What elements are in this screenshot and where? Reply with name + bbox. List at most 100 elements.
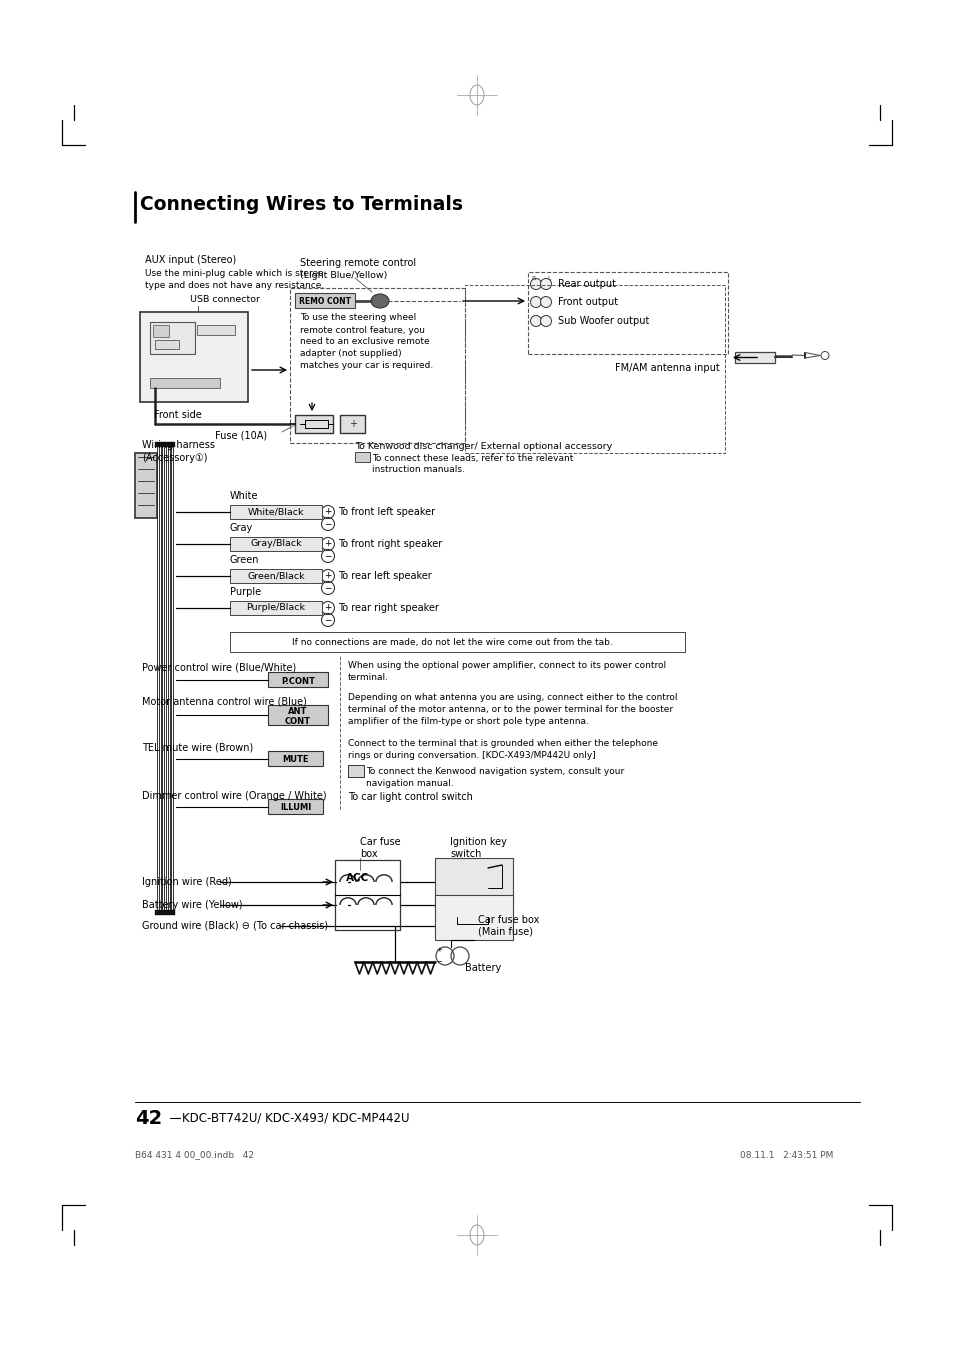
Text: CONT: CONT [285, 717, 311, 725]
Bar [230, 632, 684, 652]
Bar [150, 323, 194, 354]
Bar [294, 414, 333, 433]
Text: (Light Blue/Yellow): (Light Blue/Yellow) [299, 270, 387, 279]
Bar [268, 799, 323, 814]
Text: Battery wire (Yellow): Battery wire (Yellow) [142, 900, 242, 910]
Bar [135, 454, 157, 518]
Text: Purple: Purple [230, 587, 261, 597]
Text: Dimmer control wire (Orange / White): Dimmer control wire (Orange / White) [142, 791, 326, 801]
Text: To Kenwood disc changer/ External optional accessory: To Kenwood disc changer/ External option… [355, 443, 612, 451]
Bar [290, 288, 464, 443]
Text: +: + [324, 508, 332, 517]
Text: To connect these leads, refer to the relevant: To connect these leads, refer to the rel… [372, 455, 573, 463]
Text: To rear right speaker: To rear right speaker [337, 603, 438, 613]
Text: terminal of the motor antenna, or to the power terminal for the booster: terminal of the motor antenna, or to the… [348, 706, 673, 714]
Text: If no connections are made, do not let the wire come out from the tab.: If no connections are made, do not let t… [292, 637, 612, 647]
Text: matches your car is required.: matches your car is required. [299, 362, 433, 370]
Text: Car fuse box: Car fuse box [477, 915, 538, 925]
Text: −: − [324, 552, 332, 560]
Text: remote control feature, you: remote control feature, you [299, 325, 424, 335]
Text: switch: switch [450, 849, 481, 859]
Text: Purple/Black: Purple/Black [246, 603, 305, 613]
Text: B64 431 4 00_00.indb   42: B64 431 4 00_00.indb 42 [135, 1150, 253, 1160]
Text: Power control wire (Blue/White): Power control wire (Blue/White) [142, 663, 296, 674]
Text: To use the steering wheel: To use the steering wheel [299, 313, 416, 323]
Text: Front output: Front output [558, 297, 618, 306]
Bar [335, 860, 399, 930]
Text: adapter (not supplied): adapter (not supplied) [299, 350, 401, 359]
Text: instruction manuals.: instruction manuals. [372, 466, 464, 474]
Ellipse shape [453, 867, 471, 890]
Text: navigation manual.: navigation manual. [366, 779, 453, 788]
Text: Fuse (10A): Fuse (10A) [214, 431, 267, 440]
Bar [464, 285, 724, 454]
Text: Car fuse: Car fuse [359, 837, 400, 846]
Text: ACC: ACC [346, 873, 369, 883]
Text: 08.11.1   2:43:51 PM: 08.11.1 2:43:51 PM [740, 1150, 833, 1160]
Text: Rear output: Rear output [558, 279, 616, 289]
Text: ILLUMI: ILLUMI [279, 803, 311, 813]
Text: +: + [349, 418, 356, 429]
Text: To connect the Kenwood navigation system, consult your: To connect the Kenwood navigation system… [366, 768, 623, 776]
Text: −: − [324, 616, 332, 625]
Text: To rear left speaker: To rear left speaker [337, 571, 432, 580]
Text: White: White [230, 491, 258, 501]
Text: Use the mini-plug cable which is stereo: Use the mini-plug cable which is stereo [145, 269, 323, 278]
Bar [152, 325, 169, 338]
Bar [435, 895, 513, 940]
Text: USB connector: USB connector [190, 296, 260, 305]
Circle shape [185, 363, 194, 373]
Text: Motor antenna control wire (Blue): Motor antenna control wire (Blue) [142, 697, 307, 707]
Text: ANT: ANT [288, 707, 308, 717]
Circle shape [530, 316, 541, 327]
Bar [348, 765, 364, 778]
Bar [230, 505, 322, 518]
Text: box: box [359, 849, 377, 859]
Bar [154, 441, 174, 447]
Text: −: − [324, 520, 332, 528]
Bar [230, 537, 322, 551]
Bar [230, 568, 322, 583]
Text: R: R [532, 277, 536, 282]
Circle shape [540, 278, 551, 289]
Bar [435, 859, 513, 909]
Text: To front left speaker: To front left speaker [337, 508, 435, 517]
Circle shape [540, 297, 551, 308]
Text: amplifier of the film-type or short pole type antenna.: amplifier of the film-type or short pole… [348, 717, 588, 726]
Text: P.CONT: P.CONT [281, 676, 314, 686]
Text: Gray: Gray [230, 522, 253, 533]
Text: Green/Black: Green/Black [247, 571, 305, 580]
Text: Gray/Black: Gray/Black [250, 540, 301, 548]
Text: +: + [324, 603, 332, 613]
Text: Green: Green [230, 555, 259, 566]
Text: rings or during conversation. [KDC-X493/MP442U only]: rings or during conversation. [KDC-X493/… [348, 752, 595, 760]
Circle shape [530, 297, 541, 308]
Text: type and does not have any resistance.: type and does not have any resistance. [145, 281, 324, 289]
Bar [268, 672, 328, 687]
Text: +: + [324, 540, 332, 548]
Text: +: + [324, 571, 332, 580]
Text: To car light control switch: To car light control switch [348, 792, 473, 802]
Text: FM/AM antenna input: FM/AM antenna input [615, 363, 719, 373]
Text: REMO CONT: REMO CONT [298, 297, 351, 305]
Text: Ignition key: Ignition key [450, 837, 506, 846]
Circle shape [484, 875, 491, 882]
Bar [154, 340, 179, 350]
Text: Connecting Wires to Terminals: Connecting Wires to Terminals [140, 196, 462, 215]
Text: TEL mute wire (Brown): TEL mute wire (Brown) [142, 743, 253, 753]
Bar [196, 325, 234, 335]
Text: terminal.: terminal. [348, 672, 389, 682]
Text: KDC-BT742U/ KDC-X493/ KDC-MP442U: KDC-BT742U/ KDC-X493/ KDC-MP442U [182, 1111, 409, 1125]
Bar [294, 293, 355, 308]
Text: Connect to the terminal that is grounded when either the telephone: Connect to the terminal that is grounded… [348, 740, 658, 748]
Bar [230, 601, 322, 616]
Text: To front right speaker: To front right speaker [337, 539, 442, 549]
Text: Front side: Front side [154, 410, 202, 420]
Bar [734, 352, 774, 363]
Text: When using the optional power amplifier, connect to its power control: When using the optional power amplifier,… [348, 660, 665, 670]
Text: Ignition wire (Red): Ignition wire (Red) [142, 878, 232, 887]
Text: −: − [324, 583, 332, 593]
Text: Wiring harness: Wiring harness [142, 440, 214, 450]
Bar [154, 910, 174, 915]
Text: Battery: Battery [464, 963, 500, 973]
